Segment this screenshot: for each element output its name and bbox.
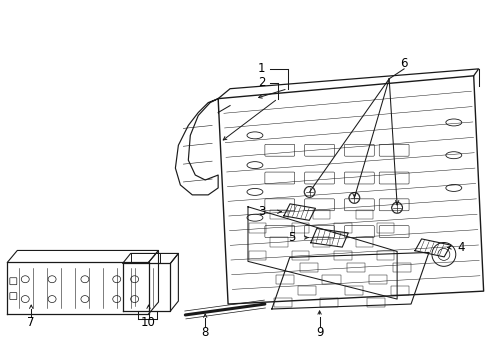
Bar (376, 223, 393, 233)
Bar (312, 210, 330, 220)
Bar (248, 251, 266, 260)
Bar (273, 298, 291, 307)
Text: 10: 10 (141, 316, 156, 329)
Text: 9: 9 (315, 326, 323, 339)
Bar (298, 286, 316, 296)
Bar (312, 237, 330, 247)
Bar (291, 251, 308, 260)
Bar (320, 298, 338, 307)
Bar (368, 275, 386, 284)
Bar (322, 275, 340, 284)
Bar (366, 298, 384, 307)
Text: 3: 3 (258, 205, 265, 218)
Bar (291, 223, 308, 233)
Bar (390, 286, 408, 296)
Text: 1: 1 (258, 62, 265, 75)
Bar (270, 210, 287, 220)
Bar (376, 251, 393, 260)
Text: 7: 7 (27, 316, 35, 329)
Bar (392, 263, 410, 272)
Bar (248, 223, 266, 233)
Bar (355, 237, 372, 247)
Text: 2: 2 (258, 76, 265, 89)
Bar (270, 237, 287, 247)
Text: 8: 8 (201, 326, 208, 339)
Bar (276, 275, 294, 284)
Text: 5: 5 (287, 231, 295, 244)
Text: 6: 6 (400, 57, 407, 71)
Text: 4: 4 (456, 241, 464, 254)
Bar (300, 263, 318, 272)
Bar (344, 286, 362, 296)
Bar (346, 263, 364, 272)
Bar (355, 210, 372, 220)
Bar (333, 223, 351, 233)
Bar (333, 251, 351, 260)
